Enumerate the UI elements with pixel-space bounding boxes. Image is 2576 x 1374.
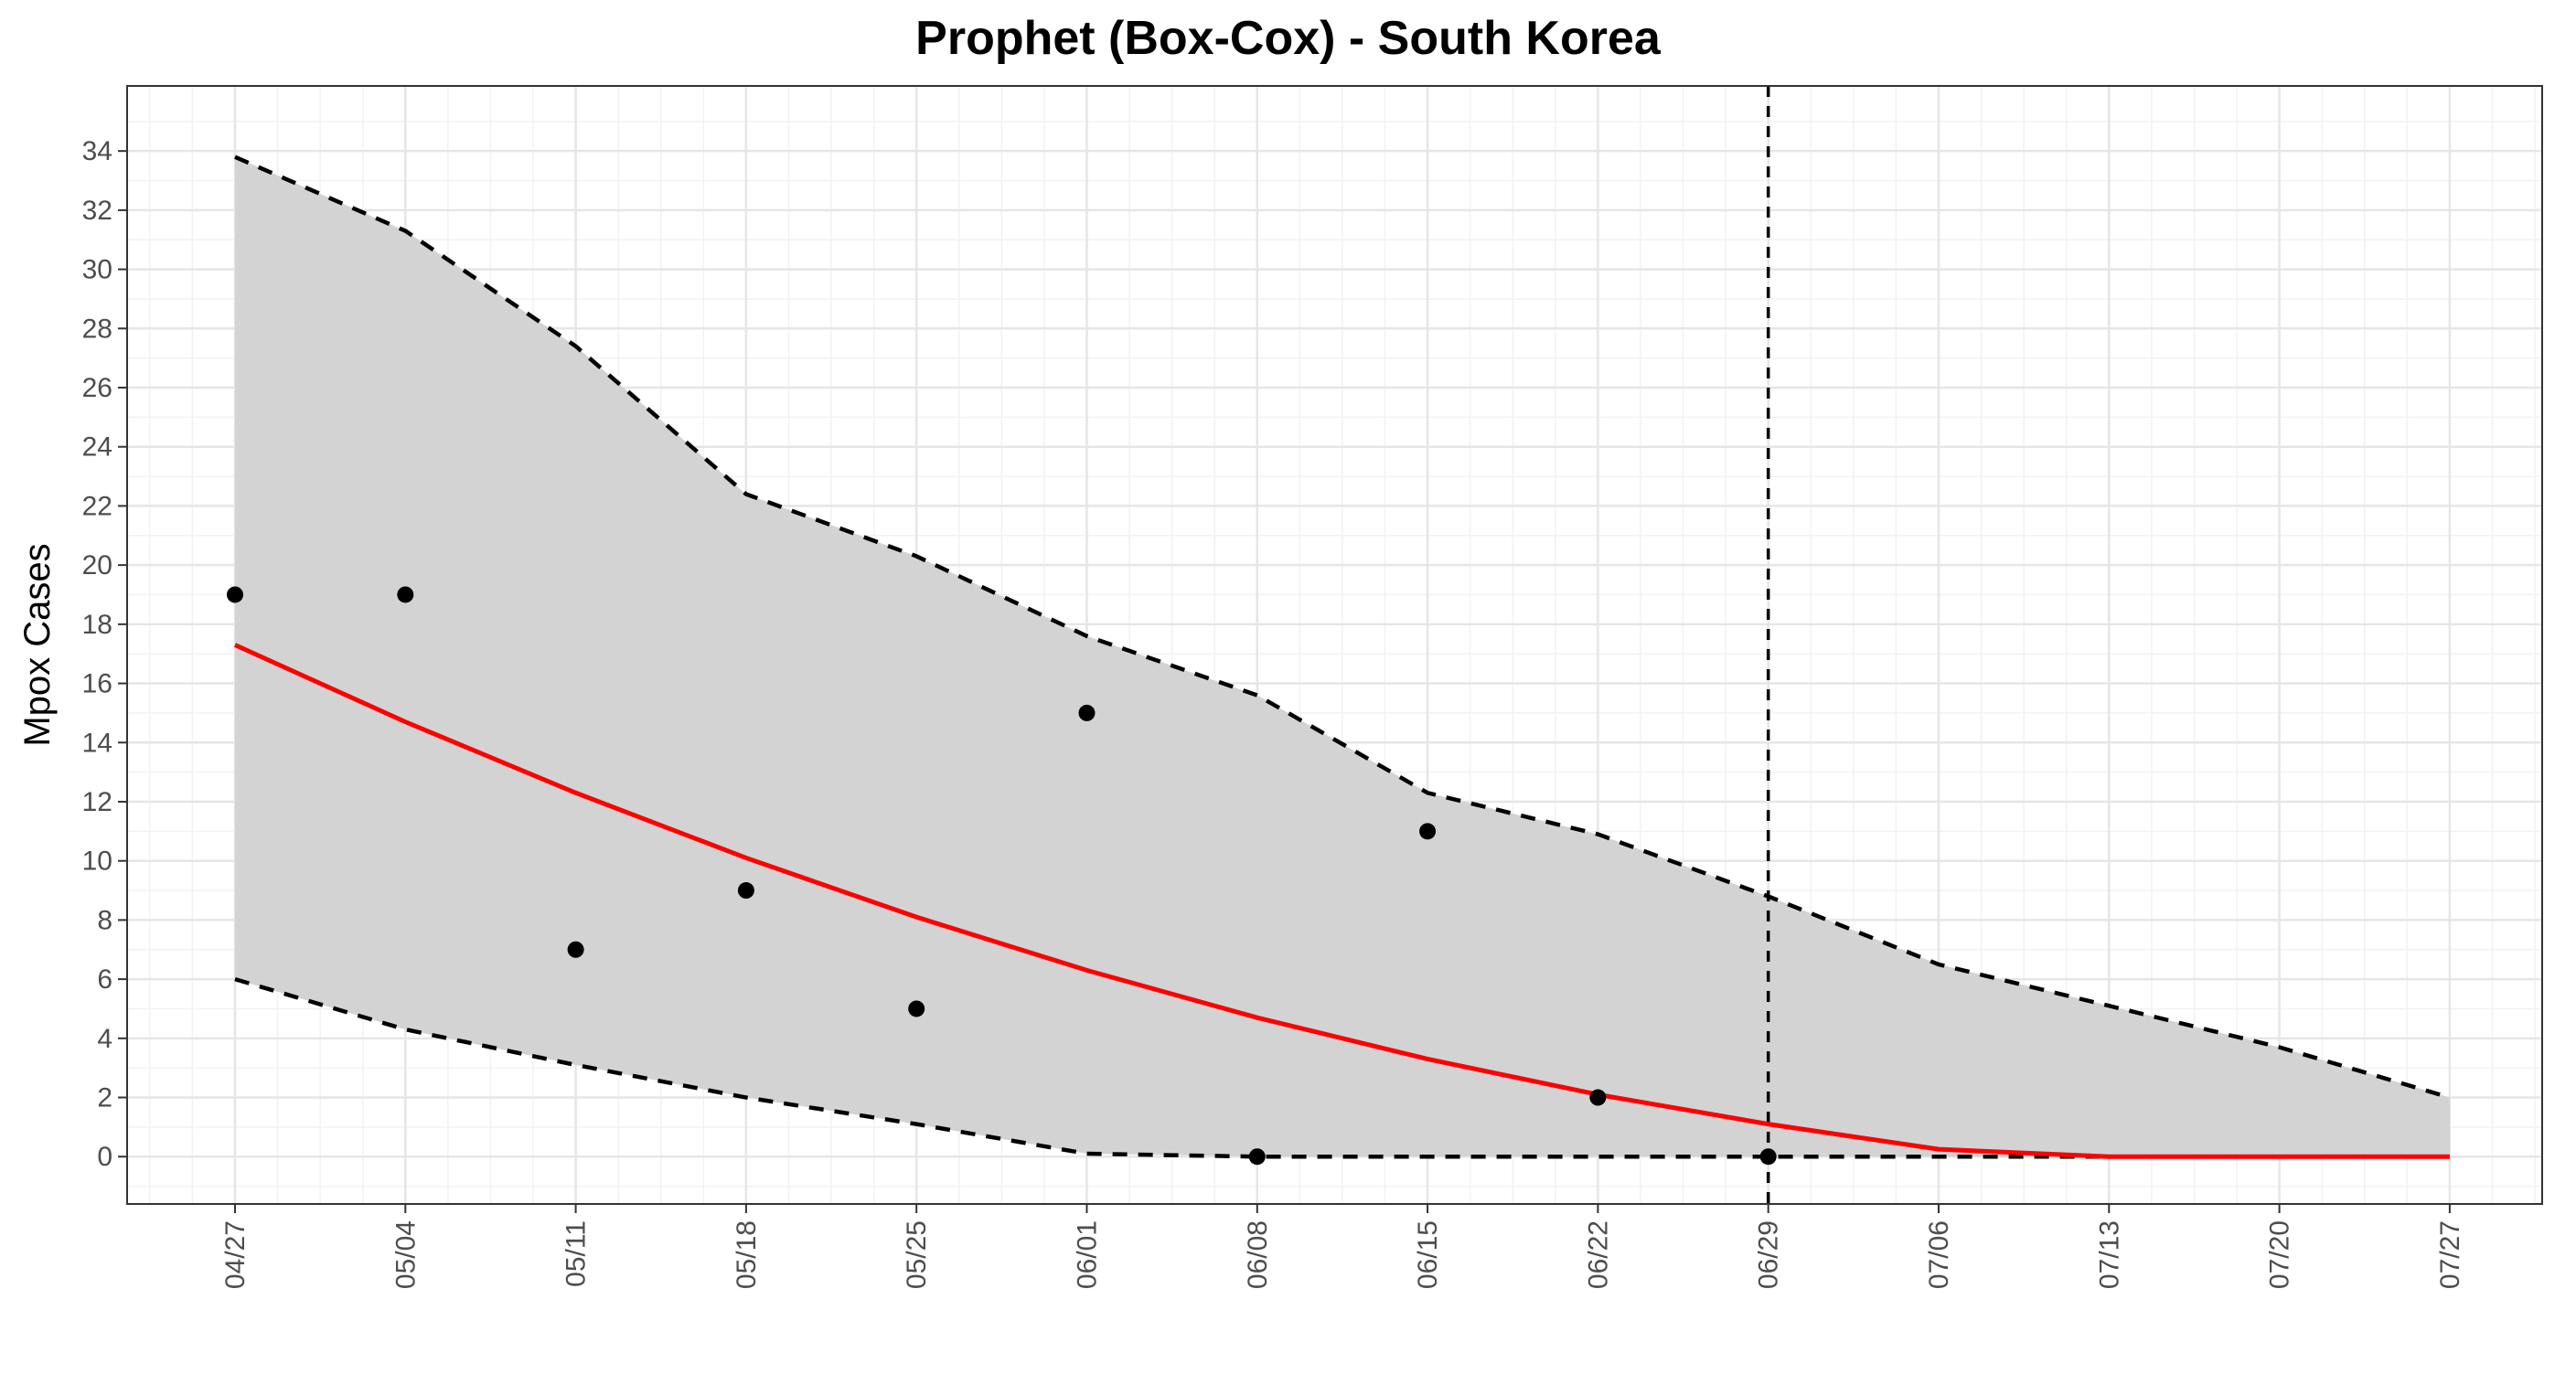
confidence-band: [235, 156, 2450, 1157]
y-tick-label: 28: [82, 314, 112, 344]
x-tick-label: 05/25: [902, 1220, 932, 1289]
x-tick-label: 04/27: [220, 1220, 251, 1289]
x-tick-label: 07/06: [1924, 1220, 1954, 1289]
x-tick-label: 06/22: [1583, 1220, 1613, 1289]
x-tick-label: 06/08: [1243, 1220, 1273, 1289]
observed-point: [1759, 1148, 1777, 1166]
y-tick-label: 6: [97, 964, 112, 995]
x-tick-label: 07/27: [2435, 1220, 2465, 1289]
panel-border: [126, 85, 2543, 1205]
y-tick-label: 24: [82, 432, 112, 463]
x-tick-label: 06/01: [1073, 1220, 1103, 1289]
observed-point: [908, 1000, 925, 1017]
y-tick-label: 22: [82, 491, 112, 521]
y-tick-label: 18: [82, 610, 112, 640]
y-tick-label: 4: [97, 1024, 112, 1054]
y-tick-label: 8: [97, 905, 112, 935]
observed-point: [1419, 823, 1437, 840]
fitted-line: [233, 643, 2450, 1159]
x-tick-label: 06/29: [1754, 1220, 1784, 1289]
observed-point: [1078, 704, 1096, 721]
observed-point: [737, 882, 754, 900]
x-tick-label: 05/11: [561, 1220, 592, 1287]
x-tick-label: 05/04: [390, 1220, 421, 1289]
y-tick-label: 30: [82, 255, 112, 285]
y-tick-label: 20: [82, 550, 112, 580]
y-tick-label: 34: [82, 136, 112, 166]
lines-layer: [233, 86, 2451, 1204]
x-tick-label: 05/18: [732, 1220, 762, 1289]
y-tick-label: 14: [82, 728, 112, 758]
observed-point: [1248, 1148, 1266, 1166]
y-tick-label: 2: [97, 1083, 112, 1113]
y-tick-label: 0: [97, 1142, 112, 1172]
x-tick-label: 07/13: [2094, 1220, 2124, 1289]
chart-title: Prophet (Box-Cox) - South Korea: [915, 12, 1661, 65]
observed-point: [1589, 1089, 1607, 1106]
observed-point: [567, 941, 584, 958]
x-tick-label: 06/15: [1413, 1220, 1443, 1289]
y-tick-label: 32: [82, 196, 112, 226]
y-tick-label: 26: [82, 373, 112, 403]
band-layer: [235, 156, 2450, 1157]
y-axis-title: Mpox Cases: [17, 543, 58, 746]
y-tick-label: 10: [82, 847, 112, 877]
points-layer: [227, 586, 1777, 1166]
observed-point: [397, 586, 414, 603]
upper-bound-line: [234, 154, 2451, 1100]
y-tick-label: 12: [82, 787, 112, 817]
x-tick-label: 07/20: [2265, 1220, 2295, 1289]
observed-point: [227, 586, 243, 603]
y-tick-label: 16: [82, 669, 112, 699]
